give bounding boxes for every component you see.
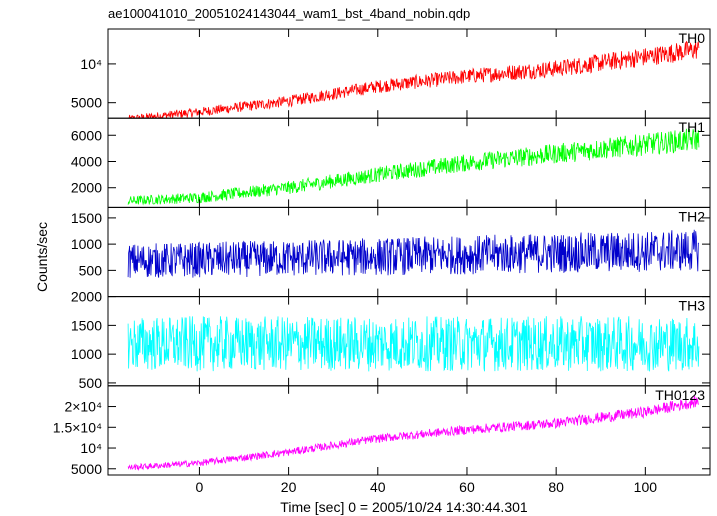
y-tick-label: 4000 <box>71 153 102 169</box>
y-tick-label: 10⁴ <box>80 440 102 456</box>
panel-label-TH2: TH2 <box>679 208 706 224</box>
y-tick-label: 10⁴ <box>80 56 102 72</box>
panel-label-TH0123: TH0123 <box>655 387 705 403</box>
y-tick-label: 500 <box>79 262 103 278</box>
y-tick-label: 2000 <box>71 180 102 196</box>
x-tick-label: 60 <box>459 479 475 495</box>
y-tick-label: 1.5×10⁴ <box>53 419 102 435</box>
y-tick-label: 1500 <box>71 210 102 226</box>
panel-label-TH0: TH0 <box>679 30 706 46</box>
y-tick-label: 5000 <box>71 461 102 477</box>
x-tick-label: 80 <box>548 479 564 495</box>
x-axis-label: Time [sec] 0 = 2005/10/24 14:30:44.301 <box>280 499 528 515</box>
y-tick-label: 2000 <box>71 289 102 305</box>
panel-frame-TH0 <box>107 28 711 119</box>
y-tick-label: 6000 <box>71 127 102 143</box>
panel-label-TH1: TH1 <box>679 119 706 135</box>
series-TH3 <box>127 316 700 372</box>
y-tick-label: 1500 <box>71 317 102 333</box>
x-tick-label: 100 <box>634 479 658 495</box>
y-tick-label: 500 <box>79 375 103 391</box>
y-tick-label: 5000 <box>71 95 102 111</box>
series-TH0123 <box>127 395 699 471</box>
series-TH2 <box>127 229 699 278</box>
y-tick-label: 1000 <box>71 346 102 362</box>
x-tick-label: 0 <box>196 479 204 495</box>
chart-title: ae100041010_20051024143044_wam1_bst_4ban… <box>108 6 470 21</box>
series-TH1 <box>127 128 700 206</box>
y-tick-label: 1000 <box>71 236 102 252</box>
x-tick-label: 40 <box>370 479 386 495</box>
series-TH0 <box>127 40 700 119</box>
y-axis-label: Counts/sec <box>34 222 50 292</box>
panel-label-TH3: TH3 <box>679 298 706 314</box>
y-tick-label: 2×10⁴ <box>64 399 102 415</box>
x-tick-label: 20 <box>281 479 297 495</box>
panel-frame-TH1 <box>107 117 711 208</box>
panel-frame-TH0123 <box>107 385 711 476</box>
